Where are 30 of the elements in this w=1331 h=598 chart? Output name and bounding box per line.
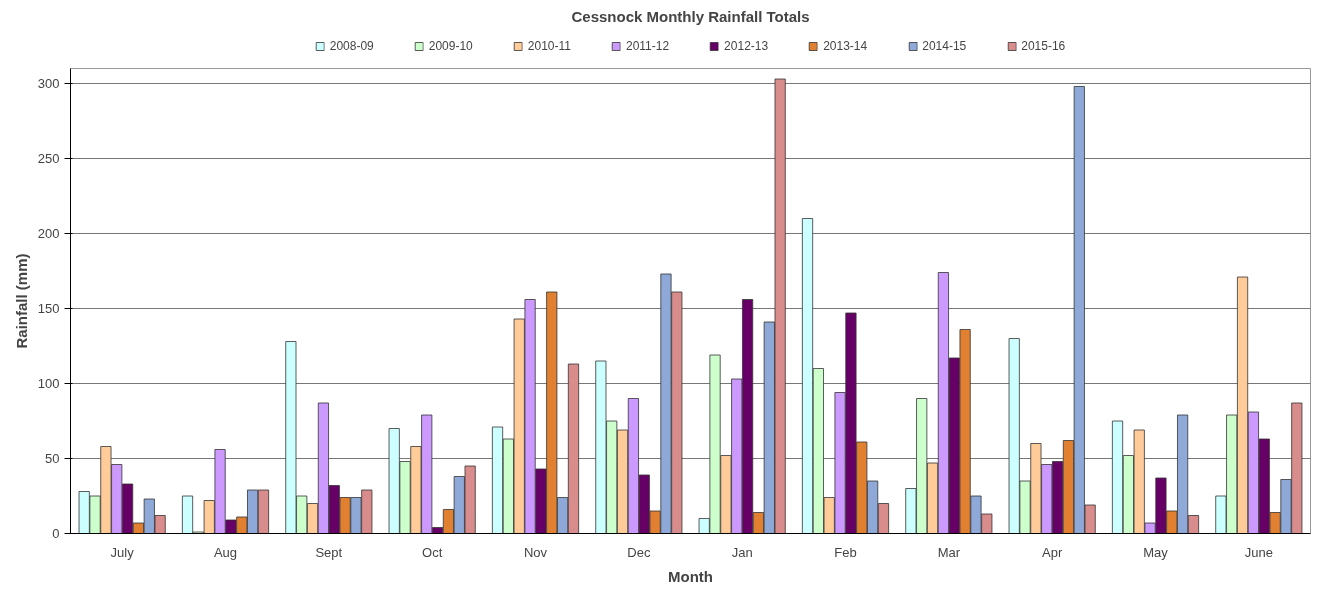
y-tick-label: 200 (37, 226, 60, 241)
legend-label: 2013-14 (823, 38, 868, 53)
x-axis-title: Month (668, 567, 713, 585)
x-tick-label: Oct (422, 544, 443, 560)
y-tick-label: 150 (37, 301, 60, 316)
y-tick-label: 100 (37, 376, 60, 391)
x-tick-label: May (1143, 544, 1169, 560)
legend-label: 2008-09 (329, 38, 374, 53)
x-tick-label: Jan (731, 544, 753, 560)
x-tick-label: Apr (1042, 544, 1063, 560)
x-tick-label: Feb (834, 544, 857, 560)
legend-label: 2010-11 (527, 38, 571, 53)
x-tick-label: July (110, 544, 135, 560)
x-tick-label: June (1244, 544, 1273, 560)
y-tick-label: 50 (45, 451, 60, 466)
y-axis-title: Rainfall (mm) (12, 253, 30, 349)
y-tick-label: 250 (37, 151, 60, 166)
x-tick-label: Aug (213, 544, 238, 560)
legend-label: 2014-15 (922, 38, 967, 53)
legend-label: 2011-12 (625, 38, 670, 53)
legend-label: 2012-13 (724, 38, 769, 53)
legend-label: 2015-16 (1021, 38, 1066, 53)
x-tick-label: Mar (937, 544, 961, 560)
y-tick-label: 300 (37, 76, 60, 91)
x-tick-label: Nov (523, 544, 548, 560)
x-tick-label: Dec (627, 544, 651, 560)
legend-label: 2009-10 (428, 38, 473, 53)
x-tick-label: Sept (315, 544, 343, 560)
chart-title: Cessnock Monthly Rainfall Totals (571, 7, 810, 25)
y-tick-label: 0 (52, 526, 60, 541)
